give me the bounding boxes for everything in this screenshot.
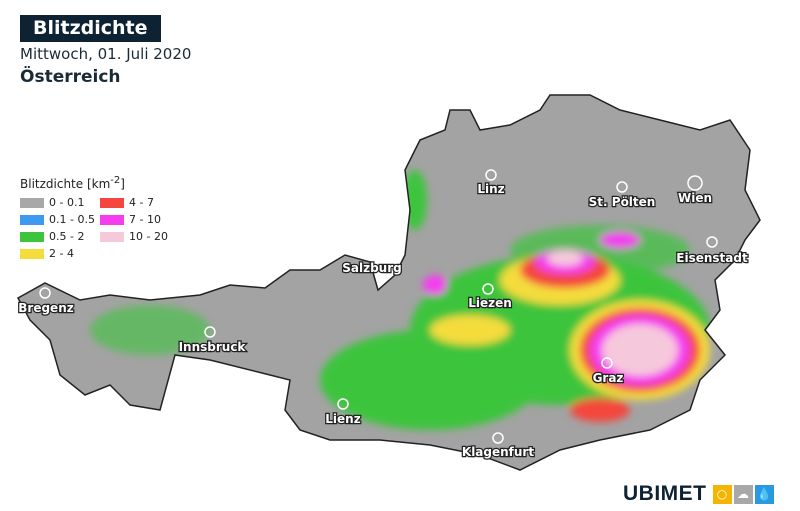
city-label: Bregenz [18,301,73,315]
cloud-icon: ☁ [733,484,753,504]
map-title: Blitzdichte [20,15,161,42]
city-marker [616,181,628,193]
legend-label: 0 - 0.1 [49,196,85,209]
legend-swatch [20,248,44,259]
map-date: Mittwoch, 01. Juli 2020 [20,45,192,63]
legend-item: 0 - 0.1 [20,196,100,209]
city-label: Wien [678,191,712,205]
city-label: Klagenfurt [462,445,534,459]
city-label: Innsbruck [179,340,247,354]
ubimet-logo: UBIMET ○ ☁ 💧 [623,482,774,506]
legend-title: Blitzdichte [km-2] [20,175,125,191]
legend-label: 2 - 4 [49,247,74,260]
drop-icon: 💧 [754,484,774,504]
city-marker [39,287,51,299]
legend-item: 4 - 7 [100,196,180,209]
city-marker [366,248,378,260]
legend-swatch [100,197,124,208]
legend-swatch [20,197,44,208]
city-marker [706,236,718,248]
legend-swatch [20,231,44,242]
legend-swatch [100,214,124,225]
legend-item: 2 - 4 [20,247,100,260]
legend-item: 0.5 - 2 [20,230,100,243]
legend-label: 7 - 10 [129,213,161,226]
city-label: Lienz [325,412,360,426]
city-label: Graz [593,371,624,385]
legend-label: 0.1 - 0.5 [49,213,95,226]
city-marker [492,432,504,444]
city-marker [485,169,497,181]
legend-swatch [20,214,44,225]
legend: Blitzdichte [km-2] 0 - 0.1 4 - 7 0.1 - 0.5… [20,175,180,260]
legend-item: 0.1 - 0.5 [20,213,100,226]
sun-icon: ○ [712,484,732,504]
city-label: Salzburg [342,261,401,275]
city-marker [601,357,613,369]
city-label: Eisenstadt [676,251,748,265]
city-label: St. Pölten [589,195,656,209]
legend-label: 10 - 20 [129,230,168,243]
city-marker [482,283,494,295]
legend-label: 4 - 7 [129,196,154,209]
city-marker [687,175,703,191]
legend-swatch [100,231,124,242]
legend-item: 7 - 10 [100,213,180,226]
city-marker [204,326,216,338]
city-marker [337,398,349,410]
city-label: Linz [477,182,504,196]
legend-label: 0.5 - 2 [49,230,85,243]
city-label: Liezen [468,296,512,310]
map-region: Österreich [20,67,121,87]
legend-item: 10 - 20 [100,230,180,243]
